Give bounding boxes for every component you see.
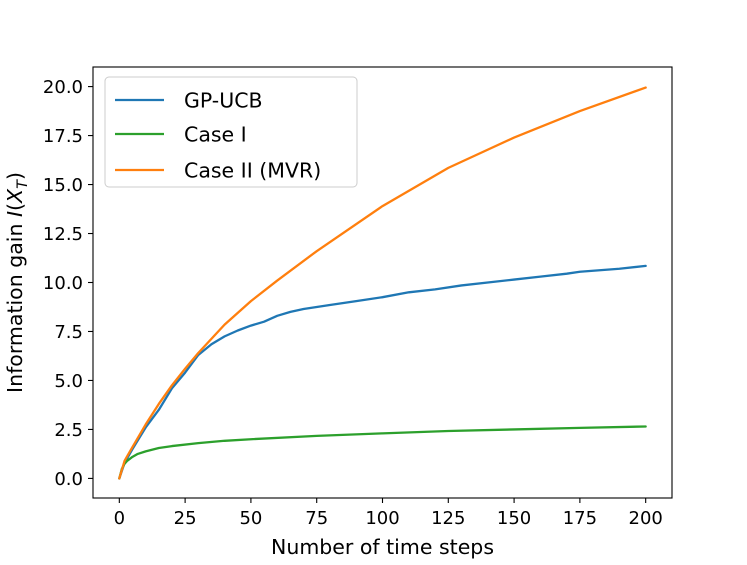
x-tick-label: 100 bbox=[365, 508, 399, 529]
series-line-1 bbox=[118, 425, 647, 480]
x-tick-label: 0 bbox=[114, 508, 125, 529]
series-line-0 bbox=[118, 264, 647, 480]
series-line-2 bbox=[118, 86, 647, 480]
y-tick-label: 20.0 bbox=[43, 77, 83, 98]
x-tick-label: 200 bbox=[629, 508, 663, 529]
y-axis-label-open: ( bbox=[3, 203, 27, 211]
y-axis-label-close: ) bbox=[3, 172, 27, 180]
x-tick-label: 50 bbox=[239, 508, 262, 529]
y-tick-label: 5.0 bbox=[54, 371, 83, 392]
x-axis: 0 25 50 75 100 125 150 175 200 bbox=[114, 498, 663, 529]
y-axis-label-prefix: Information gain bbox=[3, 217, 27, 393]
y-tick-label: 15.0 bbox=[43, 175, 83, 196]
y-tick-label: 10.0 bbox=[43, 273, 83, 294]
y-axis-label-var: X bbox=[3, 188, 27, 204]
x-axis-label: Number of time steps bbox=[271, 535, 494, 559]
legend-label: GP-UCB bbox=[184, 89, 263, 113]
x-tick-label: 150 bbox=[497, 508, 531, 529]
x-tick-label: 175 bbox=[563, 508, 597, 529]
legend: GP-UCB Case I Case II (MVR) bbox=[104, 76, 358, 188]
y-tick-label: 17.5 bbox=[43, 126, 83, 147]
y-axis-label-sub: T bbox=[15, 179, 31, 189]
y-axis: 0.0 2.5 5.0 7.5 10.0 12.5 15.0 17.5 20.0 bbox=[43, 77, 93, 490]
x-tick-label: 125 bbox=[431, 508, 465, 529]
series-layer bbox=[118, 86, 647, 480]
legend-label: Case II (MVR) bbox=[184, 159, 321, 183]
y-axis-label: Information gain I(XT) bbox=[3, 172, 31, 393]
y-axis-label-func: I bbox=[3, 211, 27, 217]
y-tick-label: 12.5 bbox=[43, 224, 83, 245]
y-tick-label: 7.5 bbox=[54, 322, 83, 343]
legend-box bbox=[104, 76, 358, 188]
x-tick-label: 75 bbox=[305, 508, 328, 529]
y-tick-label: 2.5 bbox=[54, 420, 83, 441]
y-tick-label: 0.0 bbox=[54, 469, 83, 490]
legend-label: Case I bbox=[184, 123, 247, 147]
x-tick-label: 25 bbox=[174, 508, 197, 529]
